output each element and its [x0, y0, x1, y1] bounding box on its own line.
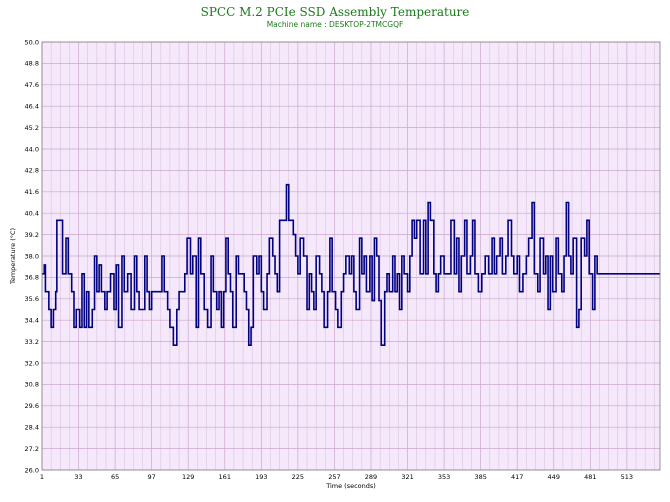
x-tick-label: 193 — [255, 473, 267, 481]
x-tick-label: 353 — [438, 473, 450, 481]
x-axis-ticks: 1 33 65 97 129 161 193 225 257 289 321 353 385 417 449… — [40, 473, 633, 481]
y-tick-label: 48.8 — [25, 60, 39, 68]
x-tick-label: 289 — [365, 473, 377, 481]
y-tick-label: 35.6 — [25, 295, 39, 303]
y-tick-label: 38.0 — [25, 252, 39, 260]
y-tick-label: 28.4 — [25, 424, 39, 432]
y-axis-label: Temperature (°C) — [9, 228, 17, 285]
x-tick-label: 1 — [40, 473, 44, 481]
x-tick-label: 449 — [548, 473, 560, 481]
x-tick-label: 417 — [511, 473, 523, 481]
chart-title: SPCC M.2 PCIe SSD Assembly Temperature — [201, 5, 470, 19]
y-tick-label: 47.6 — [25, 81, 39, 89]
x-tick-label: 65 — [111, 473, 119, 481]
y-tick-label: 40.4 — [25, 210, 39, 218]
x-tick-label: 161 — [219, 473, 231, 481]
x-tick-label: 225 — [292, 473, 304, 481]
y-tick-label: 36.8 — [25, 274, 39, 282]
y-tick-label: 33.2 — [25, 338, 39, 346]
y-tick-label: 34.4 — [25, 317, 39, 325]
x-tick-label: 481 — [584, 473, 596, 481]
y-tick-label: 42.8 — [25, 167, 39, 175]
y-tick-label: 30.8 — [25, 381, 39, 389]
x-axis-label: Time (seconds) — [325, 482, 376, 490]
y-tick-label: 32.0 — [25, 359, 39, 367]
y-axis-ticks: 26.0 27.2 28.4 29.6 30.8 32.0 33.2 34.4 35.6 36.8… — [25, 38, 39, 474]
y-tick-label: 26.0 — [25, 466, 39, 474]
y-tick-label: 46.4 — [25, 103, 39, 111]
y-tick-label: 29.6 — [25, 402, 39, 410]
x-tick-label: 385 — [474, 473, 486, 481]
x-tick-label: 97 — [148, 473, 156, 481]
y-tick-label: 39.2 — [25, 231, 39, 239]
x-tick-label: 129 — [182, 473, 194, 481]
y-tick-label: 27.2 — [25, 445, 39, 453]
chart-subtitle: Machine name : DESKTOP-2TMCGQF — [267, 20, 404, 29]
temperature-series-line — [42, 183, 660, 346]
x-tick-label: 513 — [621, 473, 633, 481]
y-tick-label: 50.0 — [25, 38, 39, 46]
plot-border — [41, 41, 661, 471]
y-tick-label: 41.6 — [25, 188, 39, 196]
y-tick-label: 45.2 — [25, 124, 39, 132]
x-tick-label: 321 — [401, 473, 413, 481]
y-tick-label: 44.0 — [25, 145, 39, 153]
x-tick-label: 257 — [328, 473, 340, 481]
x-tick-label: 33 — [74, 473, 82, 481]
